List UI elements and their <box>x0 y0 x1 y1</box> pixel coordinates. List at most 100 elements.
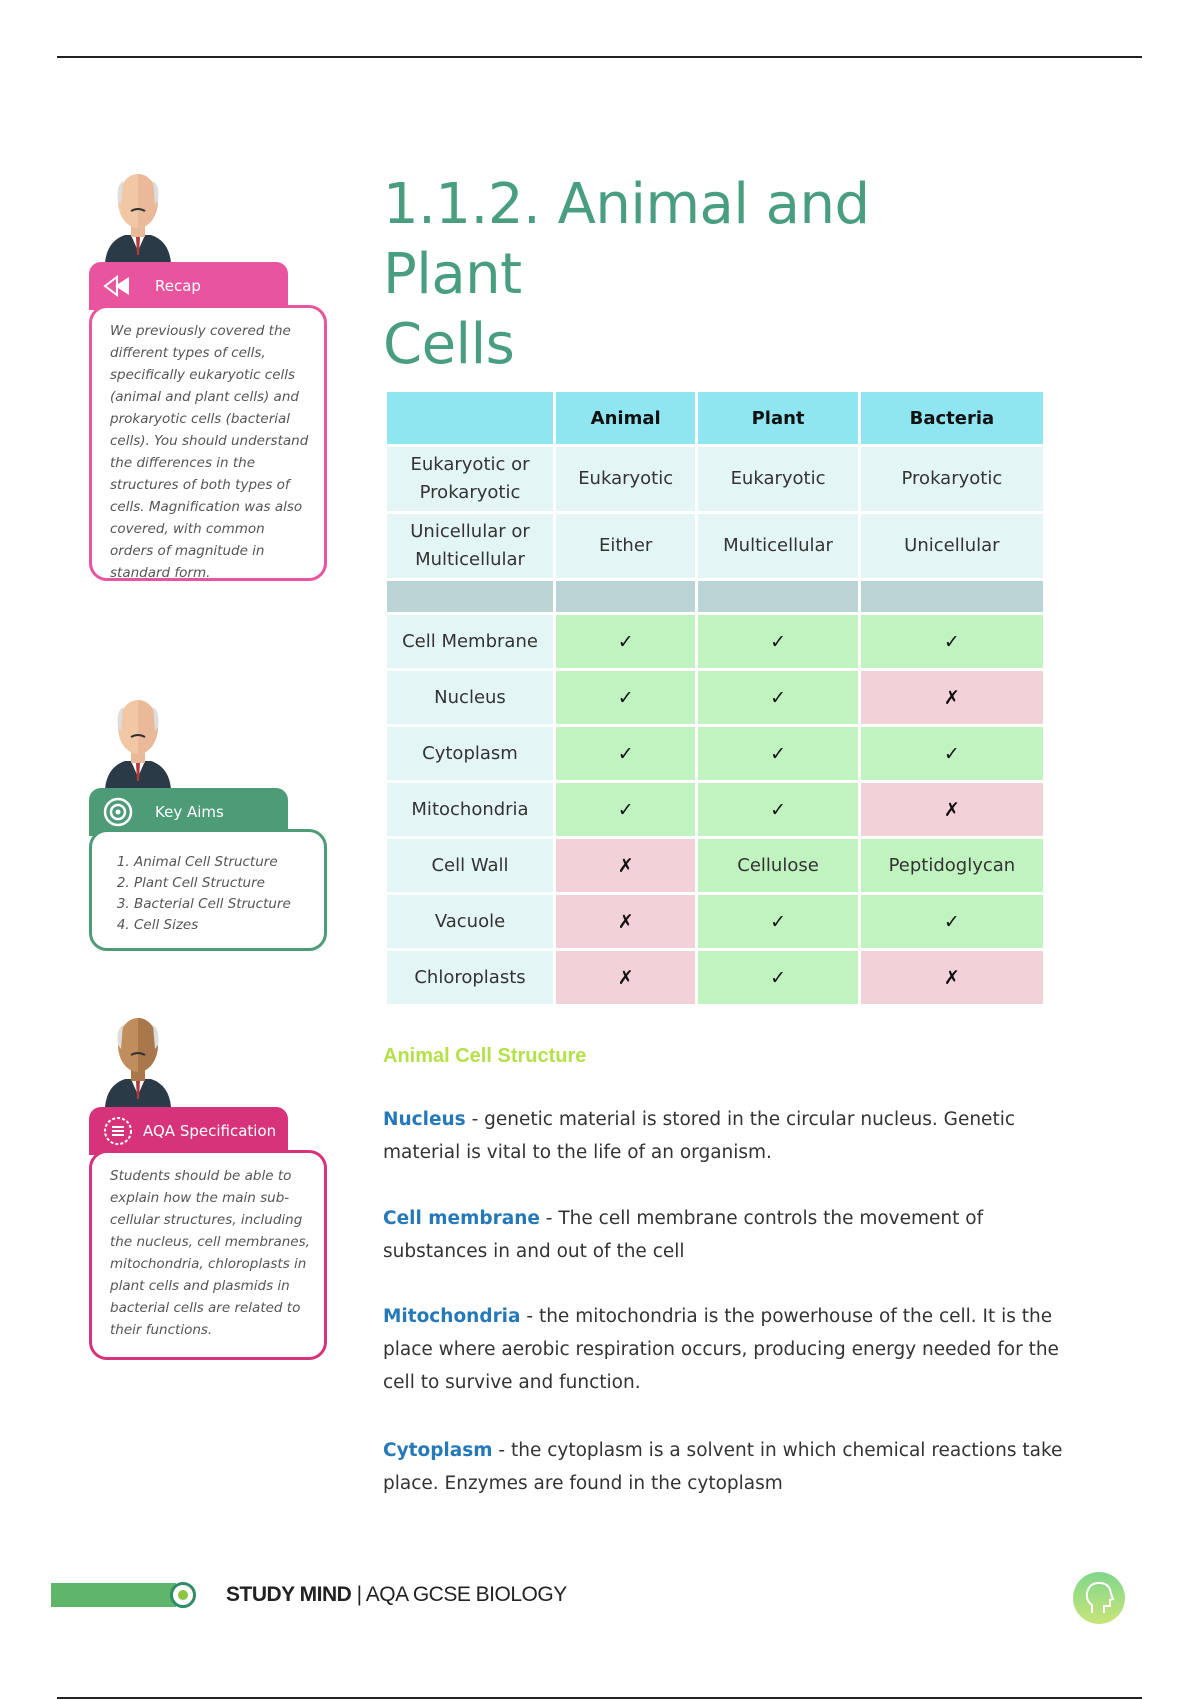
table-cell: Cellulose <box>698 839 858 892</box>
row-label: Cytoplasm <box>387 727 553 780</box>
rewind-icon <box>103 271 133 301</box>
cross-icon: ✗ <box>860 951 1043 1004</box>
term: Nucleus <box>383 1109 466 1130</box>
check-icon: ✓ <box>860 615 1043 668</box>
aqa-spec-text: Students should be able to explain how t… <box>110 1168 310 1338</box>
check-icon: ✓ <box>860 895 1043 948</box>
term: Mitochondria <box>383 1306 521 1327</box>
row-label: Nucleus <box>387 671 553 724</box>
row-label: Eukaryotic or Prokaryotic <box>387 447 553 511</box>
row-label: Unicellular or Multicellular <box>387 514 553 578</box>
key-aim-item: Plant Cell Structure <box>134 873 310 894</box>
cross-icon: ✗ <box>556 839 696 892</box>
check-icon: ✓ <box>698 727 858 780</box>
check-icon: ✓ <box>698 671 858 724</box>
header-plant: Plant <box>698 392 858 444</box>
paragraph-cell-membrane: Cell membrane - The cell membrane contro… <box>383 1202 1063 1268</box>
cell-comparison-table: Animal Plant Bacteria Eukaryotic or Prok… <box>384 389 1046 1007</box>
row-label: Cell Membrane <box>387 615 553 668</box>
key-aims-tab: Key Aims <box>89 788 288 836</box>
footer-brand: STUDY MIND <box>226 1583 352 1606</box>
table-cell: Multicellular <box>698 514 858 578</box>
teacher-avatar-icon <box>105 174 171 263</box>
definition: - The cell membrane controls the movemen… <box>383 1208 984 1262</box>
cross-icon: ✗ <box>860 671 1043 724</box>
check-icon: ✓ <box>698 615 858 668</box>
title-line-1: 1.1.2. Animal and Plant <box>383 172 870 307</box>
key-aim-item: Animal Cell Structure <box>134 852 310 873</box>
row-label: Chloroplasts <box>387 951 553 1004</box>
header-cell <box>387 392 553 444</box>
paragraph-nucleus: Nucleus - genetic material is stored in … <box>383 1103 1063 1169</box>
section-heading: Animal Cell Structure <box>383 1045 587 1067</box>
target-icon <box>103 797 133 827</box>
table-separator-row <box>387 581 1043 612</box>
aqa-spec-label: AQA Specification <box>143 1122 277 1140</box>
list-icon <box>103 1116 133 1146</box>
recap-box: We previously covered the different type… <box>89 305 327 581</box>
recap-tab: Recap <box>89 262 288 310</box>
cross-icon: ✗ <box>556 895 696 948</box>
aqa-spec-box: Students should be able to explain how t… <box>89 1150 327 1360</box>
check-icon: ✓ <box>698 951 858 1004</box>
separator-cell <box>556 581 696 612</box>
aqa-spec-tab: AQA Specification <box>89 1107 288 1155</box>
check-icon: ✓ <box>698 783 858 836</box>
table-cell: Prokaryotic <box>860 447 1043 511</box>
row-label: Mitochondria <box>387 783 553 836</box>
check-icon: ✓ <box>860 727 1043 780</box>
table-cell: Unicellular <box>860 514 1043 578</box>
table-header-row: Animal Plant Bacteria <box>387 392 1043 444</box>
term: Cell membrane <box>383 1208 540 1229</box>
footer-subject: AQA GCSE BIOLOGY <box>365 1583 567 1606</box>
row-label: Cell Wall <box>387 839 553 892</box>
table-row: Nucleus ✓ ✓ ✗ <box>387 671 1043 724</box>
cross-icon: ✗ <box>556 951 696 1004</box>
key-aim-item: Bacterial Cell Structure <box>134 894 310 915</box>
definition: - the cytoplasm is a solvent in which ch… <box>383 1440 1063 1494</box>
table-cell: Either <box>556 514 696 578</box>
table-cell: Peptidoglycan <box>860 839 1043 892</box>
footer-separator: | <box>356 1583 362 1606</box>
header-animal: Animal <box>556 392 696 444</box>
term: Cytoplasm <box>383 1440 493 1461</box>
row-label: Vacuole <box>387 895 553 948</box>
paragraph-mitochondria: Mitochondria - the mitochondria is the p… <box>383 1300 1063 1399</box>
page-title: 1.1.2. Animal and Plant Cells <box>383 170 1023 380</box>
paragraph-cytoplasm: Cytoplasm - the cytoplasm is a solvent i… <box>383 1434 1063 1500</box>
check-icon: ✓ <box>556 783 696 836</box>
top-rule <box>57 56 1142 58</box>
header-bacteria: Bacteria <box>860 392 1043 444</box>
definition: - the mitochondria is the powerhouse of … <box>383 1306 1059 1393</box>
table-row: Cell Membrane ✓ ✓ ✓ <box>387 615 1043 668</box>
separator-cell <box>860 581 1043 612</box>
definition: - genetic material is stored in the circ… <box>383 1109 1016 1163</box>
separator-cell <box>698 581 858 612</box>
table-row: Eukaryotic or Prokaryotic Eukaryotic Eukar… <box>387 447 1043 511</box>
key-aims-list: Animal Cell Structure Plant Cell Structu… <box>110 852 310 936</box>
table-row: Chloroplasts ✗ ✓ ✗ <box>387 951 1043 1004</box>
recap-text: We previously covered the different type… <box>110 323 309 581</box>
footer-text: STUDY MIND | AQA GCSE BIOLOGY <box>226 1583 567 1607</box>
table-cell: Eukaryotic <box>556 447 696 511</box>
teacher-avatar-icon <box>105 1018 171 1107</box>
cross-icon: ✗ <box>860 783 1043 836</box>
check-icon: ✓ <box>556 671 696 724</box>
key-aim-item: Cell Sizes <box>134 915 310 936</box>
title-line-2: Cells <box>383 312 515 377</box>
table-row: Unicellular or Multicellular Either Multic… <box>387 514 1043 578</box>
table-row: Cytoplasm ✓ ✓ ✓ <box>387 727 1043 780</box>
table-row: Cell Wall ✗ Cellulose Peptidoglycan <box>387 839 1043 892</box>
footer-dot-icon <box>170 1582 196 1608</box>
key-aims-box: Animal Cell Structure Plant Cell Structu… <box>89 829 327 951</box>
check-icon: ✓ <box>556 615 696 668</box>
table-row: Mitochondria ✓ ✓ ✗ <box>387 783 1043 836</box>
bottom-rule <box>57 1697 1142 1699</box>
recap-label: Recap <box>155 277 201 295</box>
footer-progress-bar <box>51 1583 176 1607</box>
check-icon: ✓ <box>698 895 858 948</box>
check-icon: ✓ <box>556 727 696 780</box>
table-cell: Eukaryotic <box>698 447 858 511</box>
separator-cell <box>387 581 553 612</box>
teacher-avatar-icon <box>105 700 171 789</box>
